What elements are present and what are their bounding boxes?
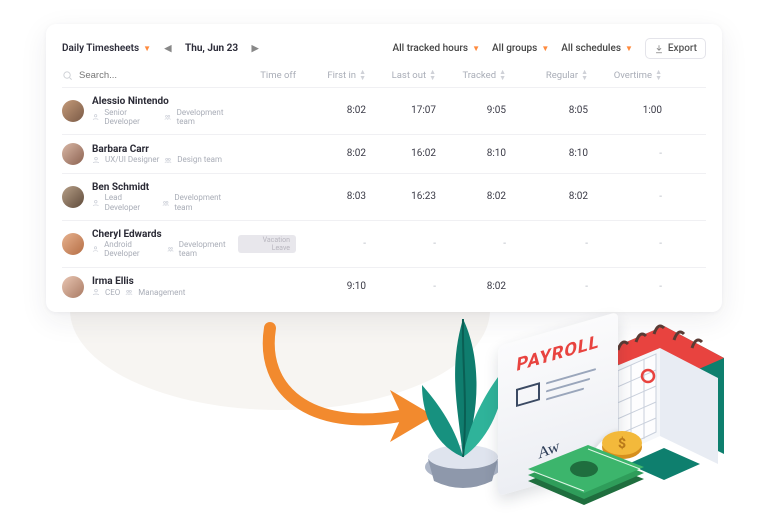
table-row[interactable]: Barbara Carr UX/UI Designer Design team … [62, 134, 706, 173]
employee-name: Irma Ellis [92, 276, 185, 288]
role-icon [92, 199, 100, 207]
col-firstin[interactable]: First in▲▼ [302, 69, 372, 81]
employee-cell: Irma Ellis CEO Management [62, 276, 238, 298]
employee-cell: Ben Schmidt Lead Developer Development t… [62, 182, 238, 212]
employee-name: Ben Schmidt [92, 182, 238, 194]
role-icon [92, 113, 99, 121]
employee-sub: Lead Developer Development team [92, 193, 238, 211]
view-label: Daily Timesheets [62, 43, 139, 54]
avatar [62, 276, 84, 298]
team-icon [164, 113, 171, 121]
filter-groups-label: All groups [492, 43, 537, 54]
cell-firstin: 8:02 [302, 105, 372, 116]
employee-name: Alessio Nintendo [92, 96, 238, 108]
cell-lastout: 16:23 [372, 191, 442, 202]
sort-icon: ▲▼ [581, 69, 588, 81]
cell-firstin: - [302, 238, 372, 249]
col-lastout[interactable]: Last out▲▼ [372, 69, 442, 81]
col-tracked[interactable]: Tracked▲▼ [442, 69, 512, 81]
table-header: Time off First in▲▼ Last out▲▼ Tracked▲▼… [62, 69, 706, 81]
team-icon [167, 245, 174, 253]
employee-cell: Cheryl Edwards Android Developer Develop… [62, 229, 238, 259]
cell-lastout: 17:07 [372, 105, 442, 116]
current-date: Thu, Jun 23 [185, 43, 238, 54]
employee-sub: Android Developer Development team [92, 240, 238, 258]
sort-icon: ▲▼ [499, 69, 506, 81]
table-row[interactable]: Ben Schmidt Lead Developer Development t… [62, 173, 706, 220]
caret-down-icon: ▼ [472, 44, 480, 53]
cell-overtime: - [594, 238, 668, 249]
team-icon [162, 199, 170, 207]
filter-hours-dropdown[interactable]: All tracked hours ▼ [393, 43, 481, 54]
avatar [62, 233, 84, 255]
employee-name: Cheryl Edwards [92, 229, 238, 241]
col-regular[interactable]: Regular▲▼ [512, 69, 594, 81]
money-icon: $ [518, 429, 658, 509]
svg-text:$: $ [618, 435, 626, 452]
col-overtime[interactable]: Overtime▲▼ [594, 69, 668, 81]
sort-icon: ▲▼ [429, 69, 436, 81]
employee-sub: UX/UI Designer Design team [92, 155, 222, 164]
filter-groups-dropdown[interactable]: All groups ▼ [492, 43, 549, 54]
view-dropdown[interactable]: Daily Timesheets ▼ [62, 43, 151, 54]
avatar [62, 100, 84, 122]
prev-day-button[interactable]: ◀ [161, 42, 175, 56]
team-icon [125, 288, 133, 296]
employee-cell: Alessio Nintendo Senior Developer Develo… [62, 96, 238, 126]
cell-lastout: - [372, 238, 442, 249]
cell-firstin: 9:10 [302, 281, 372, 292]
caret-down-icon: ▼ [625, 44, 633, 53]
avatar [62, 143, 84, 165]
employee-sub: CEO Management [92, 288, 185, 297]
cell-regular: 8:05 [512, 105, 594, 116]
cell-regular: 8:10 [512, 148, 594, 159]
caret-down-icon: ▼ [143, 44, 151, 53]
employee-sub: Senior Developer Development team [92, 108, 238, 126]
cell-regular: - [512, 238, 594, 249]
export-button[interactable]: Export [645, 38, 706, 59]
sort-icon: ▲▼ [359, 69, 366, 81]
filter-schedules-dropdown[interactable]: All schedules ▼ [561, 43, 633, 54]
avatar [62, 186, 84, 208]
cell-overtime: - [594, 191, 668, 202]
cell-tracked: 8:10 [442, 148, 512, 159]
employee-cell: Barbara Carr UX/UI Designer Design team [62, 143, 238, 165]
filter-hours-label: All tracked hours [393, 43, 469, 54]
sort-icon: ▲▼ [655, 69, 662, 81]
cell-tracked: - [442, 238, 512, 249]
cell-overtime: - [594, 148, 668, 159]
team-icon [164, 156, 172, 164]
cell-tracked: 9:05 [442, 105, 512, 116]
caret-down-icon: ▼ [541, 44, 549, 53]
export-label: Export [668, 43, 697, 54]
role-icon [92, 156, 100, 164]
employee-name: Barbara Carr [92, 144, 222, 156]
toolbar: Daily Timesheets ▼ ◀ Thu, Jun 23 ▶ All t… [62, 38, 706, 59]
role-icon [92, 288, 100, 296]
cell-firstin: 8:02 [302, 148, 372, 159]
cell-lastout: 16:02 [372, 148, 442, 159]
role-icon [92, 245, 99, 253]
cell-timeoff: Vacation Leave [238, 235, 302, 253]
cell-tracked: 8:02 [442, 191, 512, 202]
table-row[interactable]: Alessio Nintendo Senior Developer Develo… [62, 87, 706, 134]
next-day-button[interactable]: ▶ [248, 42, 262, 56]
search-icon [62, 70, 73, 81]
col-timeoff: Time off [238, 70, 302, 81]
search-input[interactable] [79, 70, 189, 81]
timeoff-badge: Vacation Leave [238, 235, 296, 253]
filter-schedules-label: All schedules [561, 43, 621, 54]
download-icon [654, 44, 664, 54]
cell-regular: 8:02 [512, 191, 594, 202]
payroll-illustration: PAYROLL Aw $ [398, 259, 728, 509]
search-input-wrap[interactable] [62, 70, 238, 81]
cell-firstin: 8:03 [302, 191, 372, 202]
cell-overtime: 1:00 [594, 105, 668, 116]
